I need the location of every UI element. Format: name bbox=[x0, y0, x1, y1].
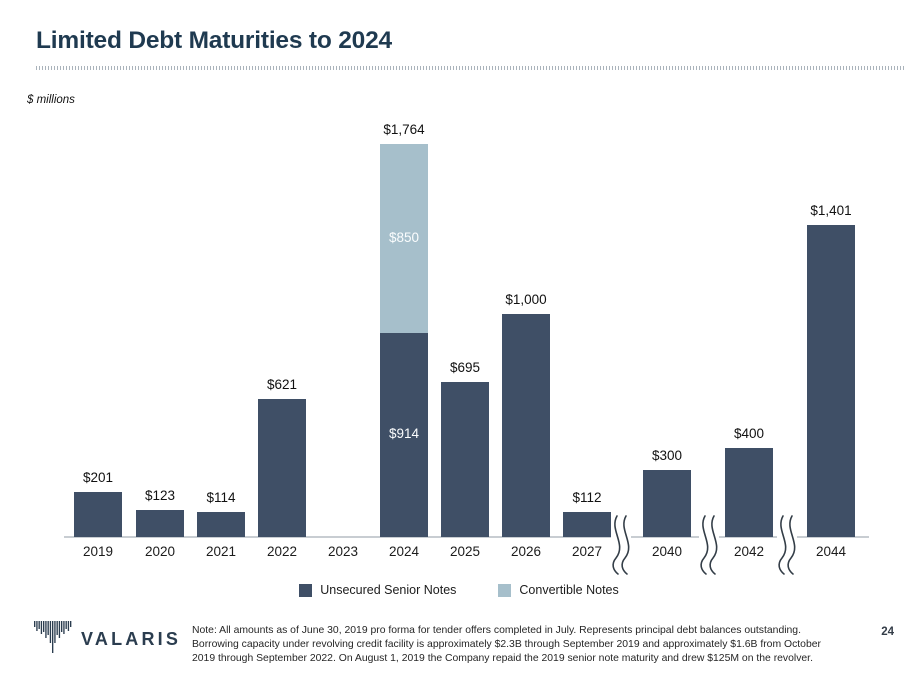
legend-label: Convertible Notes bbox=[519, 583, 619, 597]
x-axis-tick-label: 2044 bbox=[815, 544, 847, 559]
bar-value-label: $114 bbox=[206, 490, 236, 505]
footnote-line: Note: All amounts as of June 30, 2019 pr… bbox=[192, 625, 801, 636]
bar-value-label: $112 bbox=[572, 490, 602, 505]
legend-swatch bbox=[498, 583, 512, 597]
bar-2042-unsecured bbox=[725, 448, 773, 537]
bar-value-label: $695 bbox=[449, 360, 481, 375]
axis-break-mark bbox=[695, 514, 725, 576]
bar-2019-unsecured bbox=[74, 492, 122, 537]
x-axis-tick-label: 2024 bbox=[388, 544, 420, 559]
segment-value-label: $914 bbox=[388, 426, 420, 441]
chart-legend: Unsecured Senior Notes Convertible Notes bbox=[0, 583, 918, 597]
legend-label: Unsecured Senior Notes bbox=[320, 583, 457, 597]
valaris-logo-text: VALARIS bbox=[81, 629, 182, 649]
bar-value-label: $400 bbox=[733, 426, 765, 441]
bar-2024-convertible bbox=[380, 144, 428, 333]
bar-value-label: $621 bbox=[266, 377, 298, 392]
units-label: $ millions bbox=[27, 94, 75, 106]
x-axis-tick-label: 2026 bbox=[510, 544, 542, 559]
x-axis-tick-label: 2022 bbox=[266, 544, 298, 559]
x-axis-tick-label: 2023 bbox=[327, 544, 359, 559]
valaris-logo: VALARIS bbox=[33, 620, 181, 664]
bar-2025-unsecured bbox=[441, 382, 489, 537]
legend-item: Convertible Notes bbox=[498, 583, 619, 597]
legend-item: Unsecured Senior Notes bbox=[299, 583, 456, 597]
x-axis-tick-label: 2027 bbox=[571, 544, 603, 559]
bar-value-label: $300 bbox=[651, 448, 683, 463]
bar-2027-unsecured bbox=[563, 512, 611, 537]
footnote-line: 2019 through September 2022. On August 1… bbox=[192, 652, 813, 664]
bar-2022-unsecured bbox=[258, 399, 306, 537]
title-dotted-rule bbox=[36, 66, 905, 70]
bar-2024-unsecured bbox=[380, 333, 428, 537]
footnote: Note: All amounts as of June 30, 2019 pr… bbox=[192, 624, 844, 665]
bar-2020-unsecured bbox=[136, 510, 184, 537]
x-axis-tick-label: 2020 bbox=[144, 544, 176, 559]
bar-value-label: $201 bbox=[82, 470, 114, 485]
x-axis-tick-label: 2019 bbox=[82, 544, 114, 559]
bar-2040-unsecured bbox=[643, 470, 691, 537]
page-number: 24 bbox=[881, 626, 894, 638]
axis-break-mark bbox=[773, 514, 803, 576]
segment-value-label: $850 bbox=[388, 229, 420, 245]
axis-break-mark bbox=[607, 514, 637, 576]
bar-2021-unsecured bbox=[197, 512, 245, 537]
footnote-line: Borrowing capacity under revolving credi… bbox=[192, 638, 821, 650]
x-axis-tick-label: 2021 bbox=[205, 544, 237, 559]
x-axis-tick-label: 2040 bbox=[651, 544, 683, 559]
x-axis-tick-label: 2042 bbox=[733, 544, 765, 559]
bar-2026-unsecured bbox=[502, 314, 550, 537]
bar-value-label: $1,000 bbox=[505, 292, 547, 307]
x-axis-tick-label: 2025 bbox=[449, 544, 481, 559]
slide-title: Limited Debt Maturities to 2024 bbox=[36, 27, 392, 54]
bar-value-label: $1,401 bbox=[810, 203, 852, 218]
legend-swatch bbox=[299, 583, 313, 597]
bar-value-label: $1,764 bbox=[383, 122, 425, 137]
bar-2044-unsecured bbox=[807, 225, 855, 537]
valaris-logo-icon bbox=[34, 621, 72, 653]
bar-value-label: $123 bbox=[144, 488, 176, 503]
x-axis-line bbox=[64, 536, 869, 538]
